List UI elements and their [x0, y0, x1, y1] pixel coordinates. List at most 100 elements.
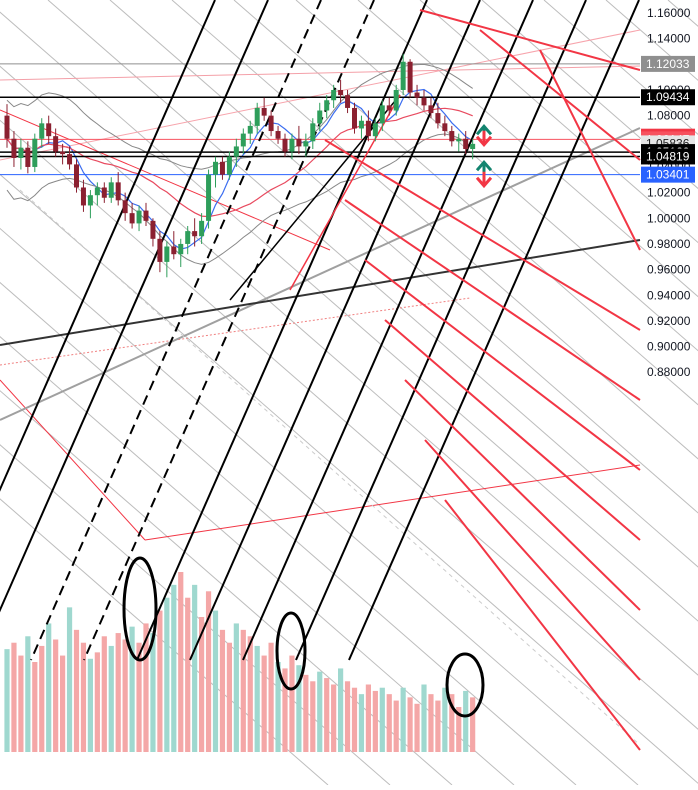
volume-bar	[66, 607, 73, 752]
gray-diagonal-line	[419, 0, 698, 244]
gray-diagonal-line	[357, 0, 698, 298]
volume-bar	[192, 584, 198, 752]
candle-body	[428, 105, 434, 114]
volume-bar	[143, 623, 149, 752]
candlesticks	[4, 54, 476, 278]
candle-body	[372, 123, 378, 137]
candle-body	[39, 123, 45, 139]
volume-bar	[414, 703, 420, 752]
volume-bar	[393, 700, 399, 752]
price-label-badge	[641, 148, 695, 165]
y-axis-tick-label: 0.98000	[647, 237, 691, 251]
volume-bar	[421, 684, 427, 752]
candle-body	[421, 97, 427, 106]
volume-bar	[136, 642, 142, 752]
price-label-badge	[641, 89, 695, 106]
volume-bar	[240, 629, 246, 752]
volume-bar	[247, 636, 253, 752]
red-fan-line	[479, 29, 641, 161]
candle-body	[247, 125, 253, 134]
volume-bar	[449, 694, 455, 752]
candle-body	[254, 107, 260, 126]
volume-bar	[372, 690, 378, 752]
volume-bar	[18, 655, 24, 752]
candle-body	[226, 156, 232, 175]
black-fan-line	[0, 0, 216, 492]
candle-body	[338, 89, 344, 96]
volume-bar	[60, 655, 66, 752]
gray-diagonal-line	[0, 444, 391, 786]
volume-bar	[164, 597, 170, 752]
volume-bar	[87, 658, 93, 752]
volume-bar	[358, 694, 365, 752]
black-fan-line	[295, 0, 587, 661]
price-label: 1.03401	[641, 166, 695, 183]
black-fan-line	[30, 0, 322, 661]
candle-body	[282, 138, 288, 152]
red-trendline	[0, 65, 641, 81]
volume-bar	[157, 610, 163, 752]
gray-diagonal-line	[0, 390, 453, 786]
candle-body	[303, 141, 309, 147]
candle-body	[358, 120, 364, 129]
volume-bar	[470, 697, 476, 752]
candle-body	[393, 89, 399, 111]
pitchfork-handle	[289, 94, 401, 291]
candle-body	[11, 138, 17, 158]
red-fan-line	[539, 49, 641, 251]
volume-bar	[185, 597, 191, 752]
arrow-down-icon	[475, 171, 493, 189]
volume-bar	[407, 697, 413, 752]
volume-bar	[254, 645, 260, 752]
candle-body	[219, 161, 225, 175]
volume-bar	[338, 668, 344, 752]
volume-bar	[46, 623, 52, 752]
volume-bar	[289, 655, 295, 752]
volume-bar	[379, 687, 385, 752]
volume-bar	[171, 584, 177, 752]
horizontal-levels	[0, 63, 640, 176]
volume-bar	[442, 687, 448, 752]
candle-body	[213, 161, 218, 175]
candle-body	[157, 238, 163, 262]
volume-bar	[11, 642, 17, 752]
candle-body	[129, 213, 135, 224]
candle-body	[18, 147, 24, 158]
volume-bar	[219, 629, 226, 752]
candle-body	[67, 154, 73, 165]
candle-body	[74, 164, 79, 188]
y-axis-tick-label: 1.16000	[647, 6, 691, 20]
candle-body	[80, 187, 86, 206]
candle-body	[122, 200, 128, 214]
candle-body	[310, 123, 316, 142]
gray-diagonal-line	[0, 336, 515, 786]
red-fan-line	[364, 259, 641, 471]
y-axis-tick-label: 1.02000	[647, 186, 691, 200]
volume-bar	[435, 700, 441, 752]
red-dotted-line	[0, 297, 471, 366]
candle-body	[233, 146, 239, 157]
candle-body	[365, 120, 371, 137]
red-trendline	[0, 29, 641, 161]
red-trendline	[144, 464, 641, 541]
volume-bar	[400, 687, 406, 752]
volume-bar	[80, 642, 87, 752]
volume-bar	[32, 662, 38, 752]
y-axis-tick-label: 0.90000	[647, 340, 691, 354]
candle-body	[206, 174, 212, 221]
volume-bar	[331, 684, 337, 752]
price-label-badge	[641, 166, 695, 183]
candle-body	[296, 138, 302, 147]
y-axis-tick-label: 1.08000	[647, 109, 691, 123]
volume-bar	[4, 649, 10, 752]
red-fan-line	[324, 139, 641, 331]
volume-bars	[4, 572, 476, 752]
volume-bar	[233, 623, 239, 752]
volume-bar	[205, 591, 212, 752]
candle-body	[456, 138, 462, 142]
candle-body	[400, 61, 406, 90]
candle-body	[407, 61, 413, 93]
